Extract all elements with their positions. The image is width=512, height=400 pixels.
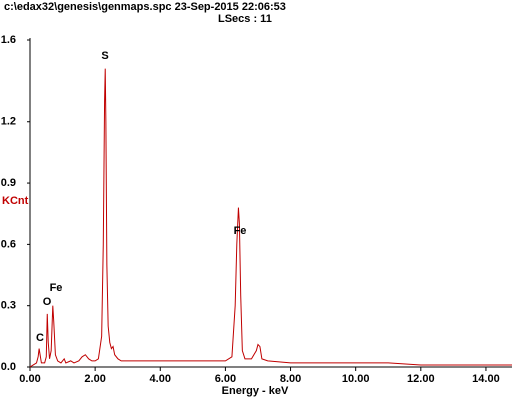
y-tick-label: 0.0 xyxy=(1,361,16,373)
peak-label: O xyxy=(43,296,52,308)
y-axis-label: KCnt xyxy=(2,195,29,207)
spectrum-line xyxy=(29,68,512,368)
x-tick-label: 0.00 xyxy=(19,373,40,385)
x-tick-label: 6.00 xyxy=(215,373,236,385)
x-tick-label: 4.00 xyxy=(150,373,171,385)
x-tick-label: 14.00 xyxy=(472,373,500,385)
x-tick-label: 8.00 xyxy=(280,373,301,385)
y-tick-label: 0.6 xyxy=(1,238,16,250)
x-tick-label: 2.00 xyxy=(84,373,105,385)
peak-label: Fe xyxy=(50,282,63,294)
y-tick-label: 1.6 xyxy=(1,34,16,46)
peak-label: Fe xyxy=(234,225,247,237)
x-tick-label: 12.00 xyxy=(407,373,435,385)
x-axis-label: Energy - keV xyxy=(222,385,289,397)
peak-label: C xyxy=(36,332,44,344)
file-header: c:\edax32\genesis\genmaps.spc 23-Sep-201… xyxy=(4,1,286,13)
peak-label: S xyxy=(101,50,108,62)
y-tick-label: 0.3 xyxy=(1,300,16,312)
live-seconds: LSecs : 11 xyxy=(218,13,272,25)
y-tick-label: 1.2 xyxy=(1,116,16,128)
x-tick-label: 10.00 xyxy=(342,373,370,385)
y-tick-label: 0.9 xyxy=(1,177,16,189)
